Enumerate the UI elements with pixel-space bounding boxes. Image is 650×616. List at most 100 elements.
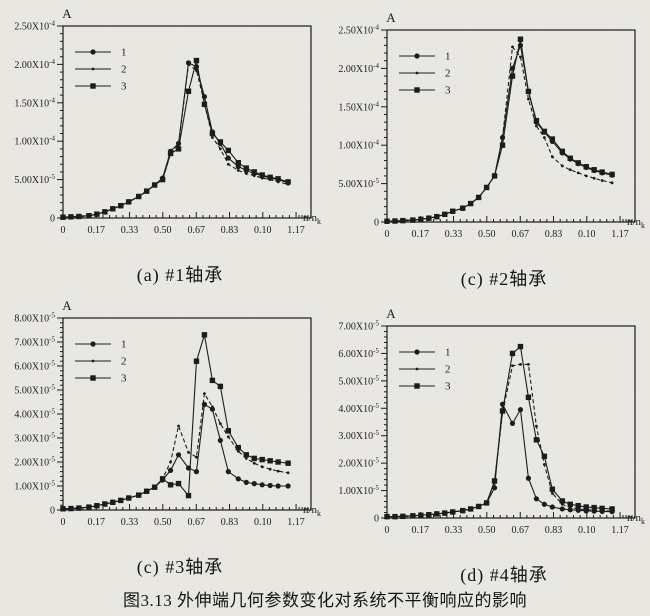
circle-marker [533,496,539,502]
tick-label: 0 [385,525,390,536]
square-marker [275,176,281,182]
square-marker [193,358,200,364]
x-axis-tick-labels: 0 0.17 0.33 0.50 0.67 0.83 0.10 1.17 [385,229,629,240]
plot-box [62,25,312,219]
legend-label: 1 [445,347,451,359]
plot-box [386,325,636,519]
circle-marker [517,407,524,413]
tick-label: 1.17 [287,225,305,236]
square-marker [509,350,516,357]
tick-label: 1.17 [611,229,629,240]
square-marker [609,171,615,178]
square-marker [285,460,291,466]
square-marker [414,383,420,389]
dot-marker [244,172,248,175]
legend-label: 1 [121,339,127,351]
square-marker [434,213,440,220]
circle-marker [559,506,565,512]
tick-label: 0.33 [445,229,463,240]
y-axis-tick-labels: 0 1.00X10-5 2.00X10-5 3.00X10-5 4.00X10-5 5.0… [338,320,379,525]
square-marker [442,510,448,516]
dot-marker [550,491,554,495]
tick-label: 0.83 [221,225,239,236]
circle-marker [567,507,573,513]
square-marker [525,88,532,95]
legend-item-3: 3 [399,381,451,393]
series-3-markers [384,36,615,224]
tick-label: 0 [61,225,66,236]
square-marker [442,211,448,218]
dot-marker [252,174,256,178]
legend-item-1: 1 [399,51,451,63]
circle-marker [243,479,249,485]
tick-label: 0.10 [578,525,596,536]
dot-marker [534,424,538,428]
tick-label: 0.10 [254,517,272,528]
circle-marker [267,482,273,489]
square-marker [126,199,132,205]
circle-marker [275,483,281,489]
dot-marker [195,455,198,459]
square-marker [491,478,498,484]
dot-marker [542,136,546,139]
dot-marker [560,164,564,168]
square-marker [426,215,432,221]
square-marker [467,200,474,207]
chart-cell-bearing1: 0 5.00X10-5 1.00X10-4 1.50X10-4 2.00X10-4 2.5… [3,4,323,287]
legend-label: 2 [445,68,451,80]
tick-label: 0.67 [188,225,206,236]
y-axis-label: A [386,10,396,25]
tick-label: 0.67 [512,525,530,536]
tick-label: 1.17 [611,525,629,536]
tick-label: 3.00X10-5 [14,432,55,445]
square-marker [559,148,565,155]
dot-marker [169,460,172,464]
legend-item-3: 3 [75,373,127,385]
dot-marker [177,424,180,428]
series-1 [384,401,615,520]
square-marker [599,505,605,512]
legend-label: 2 [445,364,451,376]
square-marker [559,498,565,504]
series-3-line [62,334,289,510]
tick-label: 5.00X10-5 [14,384,55,397]
square-marker [418,512,424,518]
tick-label: 2.00X10-5 [14,456,55,469]
square-marker [509,73,516,79]
square-marker [549,136,556,142]
square-marker [135,492,142,498]
legend-label: 1 [445,51,451,63]
plot-box [62,317,312,511]
square-marker [76,213,82,220]
square-marker [243,452,249,458]
tick-label: 5.00X10-5 [338,177,379,190]
series-3-line [386,39,613,222]
square-marker [86,212,92,219]
square-marker [525,394,532,401]
square-marker [575,160,581,166]
dot-marker [568,168,572,172]
square-marker [94,211,100,217]
legend: 1 2 3 [399,51,451,97]
square-marker [599,169,605,175]
square-marker [243,165,249,171]
y-axis [57,317,63,511]
series-2-markers [385,45,614,223]
tick-label: 2.50X10-4 [338,24,379,37]
square-marker [392,513,398,520]
square-marker [167,482,174,488]
series-3 [60,332,291,512]
circle-marker [90,49,96,55]
dot-marker [592,176,596,180]
tick-label: 2.00X10-4 [338,62,379,75]
series-1-line [386,45,613,222]
series-1-line [387,402,613,518]
x-axis-tick-labels: 0 0.17 0.33 0.50 0.67 0.83 0.10 1.17 [385,525,629,536]
tick-label: 1.17 [287,517,305,528]
square-marker [209,130,216,137]
tick-label: 0.17 [88,517,106,528]
square-marker [225,147,232,154]
tick-label: 5.00X10-5 [338,374,379,387]
x-axis-label: n/nk [303,212,321,226]
